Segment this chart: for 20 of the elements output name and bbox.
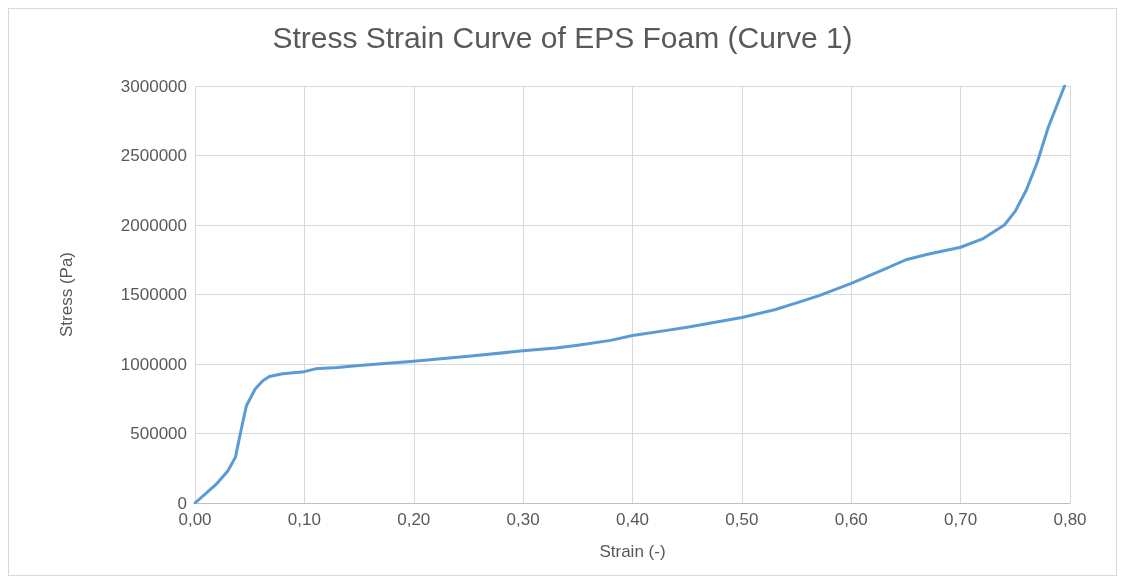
y-tick-label: 1500000 <box>120 285 187 304</box>
x-tick-label: 0,40 <box>615 510 650 529</box>
x-tick-label: 0,30 <box>506 510 540 529</box>
x-tick-label: 0,60 <box>834 510 868 529</box>
x-tick-label: 0,20 <box>397 510 431 529</box>
x-tick-label: 0,70 <box>944 510 978 529</box>
chart-title: Stress Strain Curve of EPS Foam (Curve 1) <box>272 20 853 54</box>
y-tick-label: 500000 <box>130 424 187 443</box>
y-tick-label: 3000000 <box>120 76 187 96</box>
y-axis-title: Stress (Pa) <box>57 251 76 338</box>
x-axis-title: Strain (-) <box>599 542 666 561</box>
y-tick-label: 1000000 <box>120 354 187 374</box>
y-tick-label: 0 <box>177 493 187 513</box>
x-tick-label: 0,80 <box>1053 510 1087 529</box>
y-tick-label: 2000000 <box>120 215 187 235</box>
x-tick-label: 0,50 <box>725 510 759 529</box>
y-tick-label: 2500000 <box>120 146 187 165</box>
x-tick-label: 0,10 <box>287 510 321 529</box>
x-tick-label: 0,00 <box>178 510 212 529</box>
line-series <box>193 84 1067 505</box>
